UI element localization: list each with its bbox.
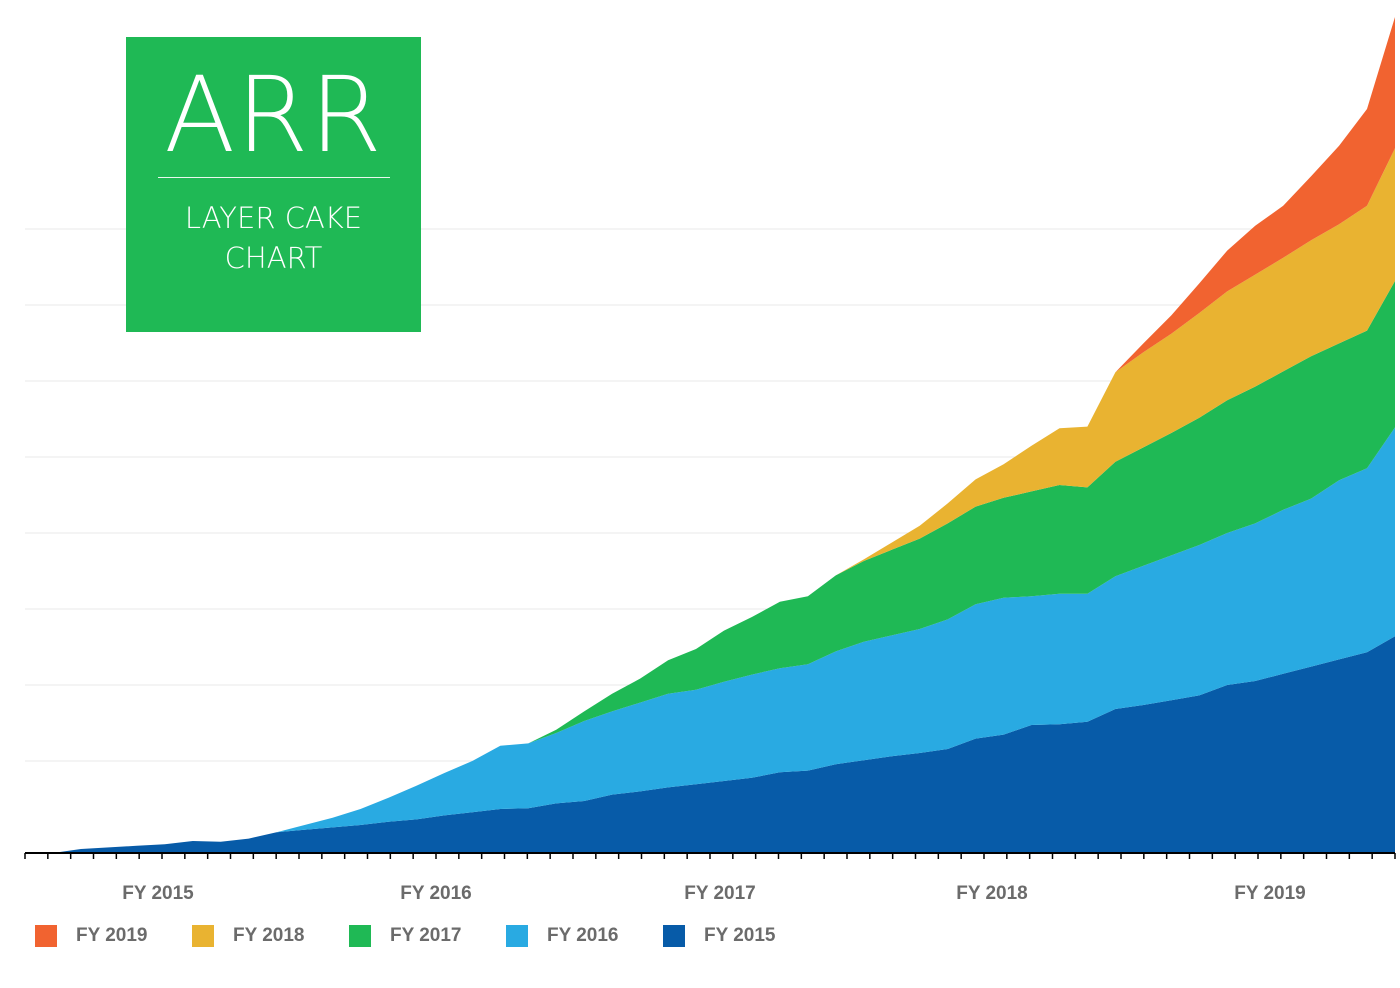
legend-label-fy2016: FY 2016 — [547, 925, 619, 946]
legend-label-fy2018: FY 2018 — [233, 925, 305, 946]
legend-swatch-fy2015 — [663, 925, 685, 947]
legend-item-fy2015: FY 2015 — [663, 925, 820, 947]
legend-swatch-fy2018 — [192, 925, 214, 947]
legend-label-fy2015: FY 2015 — [704, 925, 776, 946]
legend-item-fy2019: FY 2019 — [35, 925, 192, 947]
chart-title: ARR — [164, 54, 383, 176]
x-axis-ticks — [24, 853, 1396, 859]
legend: FY 2019 FY 2018 FY 2017 FY 2016 FY 2015 — [35, 925, 820, 947]
x-tick-label-fy2016: FY 2016 — [400, 883, 471, 904]
legend-item-fy2016: FY 2016 — [506, 925, 663, 947]
legend-swatch-fy2017 — [349, 925, 371, 947]
area-layers — [25, 17, 1395, 853]
legend-item-fy2018: FY 2018 — [192, 925, 349, 947]
area-fy2015 — [25, 636, 1395, 853]
legend-label-fy2017: FY 2017 — [390, 925, 462, 946]
x-axis: FY 2015 FY 2016 FY 2017 FY 2018 FY 2019 — [24, 852, 1396, 904]
legend-swatch-fy2016 — [506, 925, 528, 947]
area-fy2016 — [25, 427, 1395, 853]
legend-swatch-fy2019 — [35, 925, 57, 947]
legend-item-fy2017: FY 2017 — [349, 925, 506, 947]
chart-subtitle: LAYER CAKE CHART — [184, 201, 363, 275]
area-fy2017 — [25, 281, 1395, 853]
x-tick-label-fy2018: FY 2018 — [956, 883, 1027, 904]
legend-label-fy2019: FY 2019 — [76, 925, 148, 946]
x-tick-label-fy2015: FY 2015 — [122, 883, 194, 904]
x-tick-label-fy2019: FY 2019 — [1234, 883, 1305, 904]
title-divider — [157, 177, 390, 178]
x-tick-label-fy2017: FY 2017 — [684, 883, 755, 904]
chart-title-box: ARR LAYER CAKE CHART — [126, 37, 421, 332]
